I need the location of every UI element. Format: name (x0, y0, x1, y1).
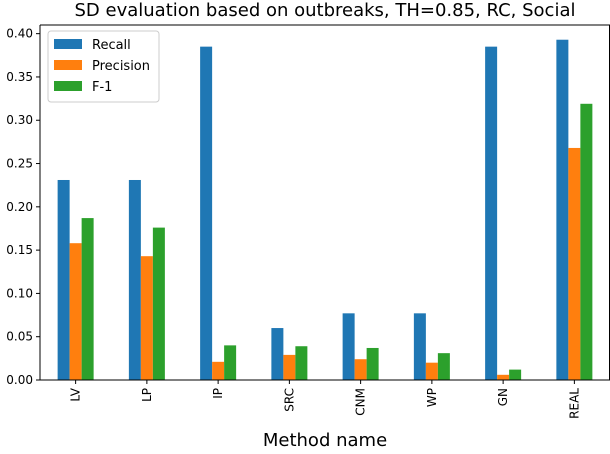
bar-f-1-lp (152, 227, 165, 380)
bar-precision-src (283, 354, 296, 380)
bar-f-1-ip (224, 345, 237, 380)
legend-label-f-1: F-1 (92, 80, 112, 95)
x-tick-label: GN (496, 388, 510, 406)
bar-recall-gn (485, 46, 498, 381)
bar-precision-cnm (354, 359, 367, 380)
bars-layer (57, 39, 593, 381)
bar-recall-cnm (342, 313, 355, 380)
legend-swatch-recall (54, 39, 82, 49)
bar-recall-ip (200, 46, 213, 381)
bar-recall-wp (413, 313, 426, 380)
bar-precision-gn (497, 374, 510, 380)
bar-recall-src (271, 328, 284, 380)
x-tick-label: IP (211, 388, 225, 399)
y-tick-label: 0.10 (6, 286, 33, 300)
y-tick-label: 0.25 (6, 157, 33, 171)
legend-label-precision: Precision (92, 59, 150, 74)
bar-precision-lp (140, 256, 153, 380)
bar-f-1-lv (81, 218, 94, 380)
y-tick-label: 0.40 (6, 27, 33, 41)
legend-swatch-f-1 (54, 81, 82, 91)
y-tick-label: 0.15 (6, 243, 33, 257)
y-tick-label: 0.35 (6, 70, 33, 84)
y-tick-label: 0.00 (6, 373, 33, 387)
bar-precision-real (568, 147, 581, 380)
x-tick-label: LV (69, 387, 83, 401)
bar-recall-lp (128, 179, 141, 380)
x-axis-label: Method name (263, 430, 387, 450)
x-tick-label: CNM (354, 388, 368, 416)
legend-swatch-precision (54, 60, 82, 70)
chart-title: SD evaluation based on outbreaks, TH=0.8… (75, 0, 576, 21)
y-tick-label: 0.30 (6, 113, 33, 127)
y-tick-label: 0.05 (6, 330, 33, 344)
legend-label-recall: Recall (92, 38, 131, 53)
x-tick-label: REAL (567, 388, 581, 419)
bar-precision-wp (425, 362, 438, 380)
bar-precision-lv (69, 243, 82, 380)
bar-f-1-cnm (366, 347, 379, 380)
y-tick-label: 0.20 (6, 200, 33, 214)
x-tick-label: WP (425, 388, 439, 407)
bar-f-1-src (295, 346, 308, 380)
bar-f-1-wp (437, 353, 450, 380)
x-tick-label: SRC (282, 388, 296, 412)
bar-f-1-gn (509, 369, 522, 380)
x-tick-label: LP (140, 388, 154, 402)
bar-f-1-real (580, 103, 593, 380)
legend: Recall Precision F-1 (47, 30, 160, 103)
bar-recall-lv (57, 179, 70, 380)
bar-precision-ip (212, 361, 225, 380)
bar-recall-real (556, 39, 569, 380)
